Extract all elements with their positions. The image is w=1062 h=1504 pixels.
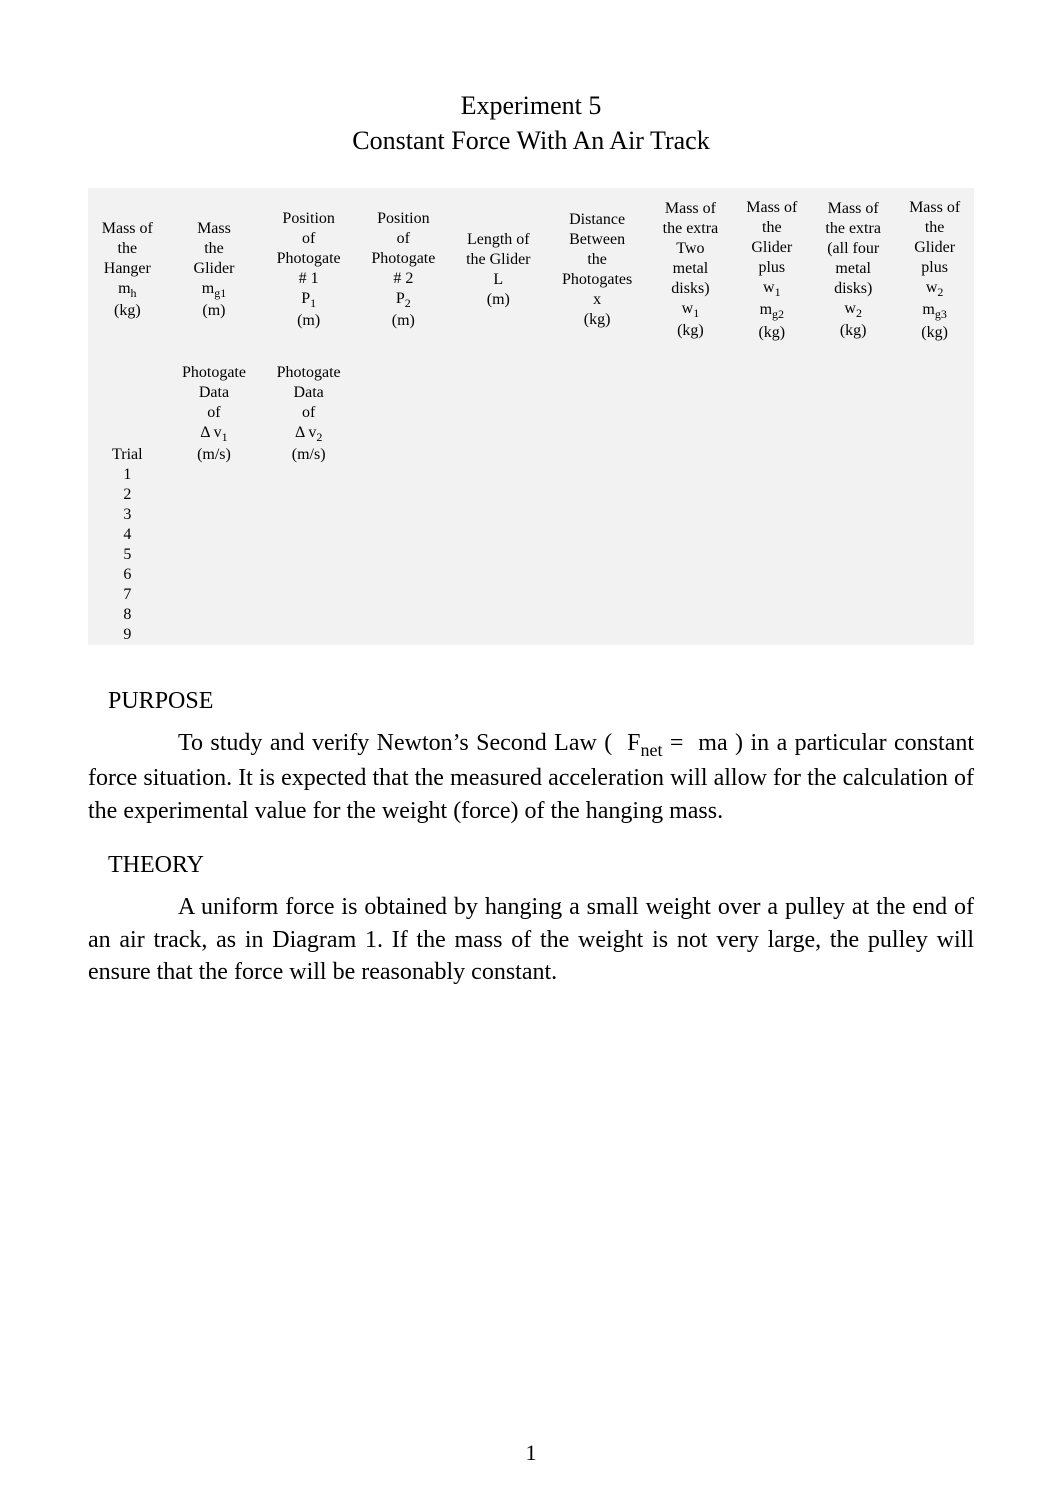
col-header-L: Length ofthe GliderL(m) xyxy=(451,188,546,356)
purpose-heading: PURPOSE xyxy=(108,685,974,717)
trial-number: 6 xyxy=(88,565,167,585)
page: Experiment 5 Constant Force With An Air … xyxy=(0,0,1062,1504)
title-line-1: Experiment 5 xyxy=(88,88,974,123)
col-subheader-dv1: PhotogateDataofΔ v1(m/s) xyxy=(167,357,262,465)
col-header-p1: PositionofPhotogate# 1P1(m) xyxy=(261,188,356,356)
table-row: 5 xyxy=(88,545,974,565)
trial-subheader: Trial xyxy=(88,357,167,465)
page-number: 1 xyxy=(0,1438,1062,1468)
col-header-mg2: Mass oftheGliderplusw1mg2(kg) xyxy=(732,188,811,356)
data-table: Mass oftheHangermh(kg) MasstheGlidermg1(… xyxy=(88,188,974,645)
table-subheader-row: Trial PhotogateDataofΔ v1(m/s) Photogate… xyxy=(88,357,974,465)
title-block: Experiment 5 Constant Force With An Air … xyxy=(88,88,974,158)
theory-heading: THEORY xyxy=(108,849,974,881)
col-header-w1: Mass ofthe extraTwometaldisks)w1(kg) xyxy=(648,188,732,356)
col-subheader-dv2: PhotogateDataofΔ v2(m/s) xyxy=(261,357,356,465)
col-header-mg3: Mass oftheGliderplusw2mg3(kg) xyxy=(895,188,974,356)
table-row: 8 xyxy=(88,605,974,625)
trial-number: 9 xyxy=(88,625,167,645)
col-header-w2: Mass ofthe extra(all fourmetaldisks)w2(k… xyxy=(811,188,895,356)
col-header-mg1: MasstheGlidermg1(m) xyxy=(167,188,262,356)
table-row: 2 xyxy=(88,485,974,505)
trial-number: 1 xyxy=(88,465,167,485)
trial-label: Trial xyxy=(112,446,143,463)
trial-number: 3 xyxy=(88,505,167,525)
table-row: 4 xyxy=(88,525,974,545)
col-header-mh: Mass oftheHangermh(kg) xyxy=(88,188,167,356)
trial-number: 8 xyxy=(88,605,167,625)
col-header-p2: PositionofPhotogate# 2P2(m) xyxy=(356,188,451,356)
trial-number: 4 xyxy=(88,525,167,545)
table-header-row: Mass oftheHangermh(kg) MasstheGlidermg1(… xyxy=(88,188,974,356)
purpose-text: To study and verify Newton’s Second Law … xyxy=(88,727,974,827)
table-row: 7 xyxy=(88,585,974,605)
table-row: 6 xyxy=(88,565,974,585)
trial-number: 5 xyxy=(88,545,167,565)
table-row: 9 xyxy=(88,625,974,645)
theory-text: A uniform force is obtained by hanging a… xyxy=(88,891,974,988)
table-row: 1 xyxy=(88,465,974,485)
col-header-x: DistanceBetweenthePhotogatesx(kg) xyxy=(546,188,648,356)
trial-number: 2 xyxy=(88,485,167,505)
title-line-2: Constant Force With An Air Track xyxy=(88,123,974,158)
table-row: 3 xyxy=(88,505,974,525)
trial-number: 7 xyxy=(88,585,167,605)
